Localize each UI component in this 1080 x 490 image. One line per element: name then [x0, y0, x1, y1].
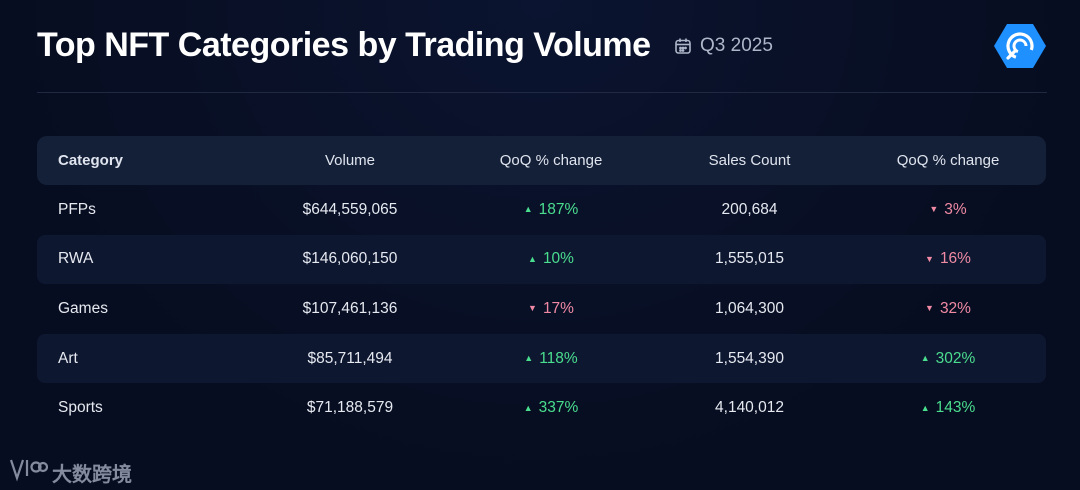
change-value: 337% [538, 399, 579, 417]
category-cell: Art [58, 349, 78, 367]
sales-qoq-cell: ▲ 302% [850, 350, 1046, 368]
page-title: Top NFT Categories by Trading Volume [37, 26, 651, 64]
table-header: Category Volume QoQ % change Sales Count… [37, 136, 1046, 185]
period-text: Q3 2025 [700, 35, 773, 56]
sales-qoq-cell: ▼ 16% [850, 250, 1046, 268]
sales-qoq-cell: ▼ 3% [850, 201, 1046, 219]
change-value: 3% [944, 200, 967, 218]
volume-cell: $644,559,065 [302, 200, 398, 218]
category-cell: PFPs [58, 200, 96, 218]
volume-qoq-cell: ▼ 17% [453, 300, 649, 318]
change-value: 17% [542, 299, 574, 317]
volume-cell: $85,711,494 [307, 349, 393, 367]
change-value: 16% [939, 250, 971, 268]
change-value: 302% [935, 349, 976, 367]
arrow-up-icon: ▲ [523, 402, 533, 413]
table-body: PFPs $644,559,065 ▲ 187% 200,684 ▼ 3% RWA $146,0… [37, 185, 1046, 433]
change-value: 32% [939, 299, 971, 317]
category-cell: RWA [58, 250, 94, 268]
volume-qoq-cell: ▲ 337% [453, 399, 649, 417]
arrow-down-icon: ▼ [528, 303, 537, 314]
sales-count-cell: 1,555,015 [715, 250, 784, 268]
nft-categories-table: Category Volume QoQ % change Sales Count… [37, 136, 1046, 433]
watermark-text: 大数跨境 [52, 463, 132, 486]
col-header-volume: Volume [324, 152, 376, 169]
watermark: 大数跨境 [8, 456, 132, 488]
table-row: Art $85,711,494 ▲ 118% 1,554,390 ▲ 302% [37, 333, 1046, 384]
col-header-sales-count: Sales Count [708, 152, 791, 169]
category-cell: Games [58, 299, 108, 317]
arrow-up-icon: ▲ [528, 253, 537, 264]
period-label: Q3 2025 [674, 35, 773, 57]
volume-qoq-cell: ▲ 10% [453, 250, 649, 268]
arrow-up-icon: ▲ [920, 353, 930, 364]
arrow-up-icon: ▲ [523, 204, 533, 215]
arrow-down-icon: ▼ [925, 303, 934, 314]
col-header-volume-qoq: QoQ % change [499, 152, 603, 169]
volume-qoq-cell: ▲ 118% [453, 350, 649, 368]
table-row: Games $107,461,136 ▼ 17% 1,064,300 ▼ 32% [37, 284, 1046, 334]
sales-qoq-cell: ▲ 143% [850, 399, 1046, 417]
sales-count-cell: 1,554,390 [715, 349, 784, 367]
col-header-category: Category [58, 152, 124, 169]
table-row: Sports $71,188,579 ▲ 337% 4,140,012 ▲ 143% [37, 383, 1046, 433]
volume-cell: $71,188,579 [306, 399, 394, 417]
category-cell: Sports [58, 399, 103, 417]
sales-count-cell: 200,684 [721, 200, 778, 218]
sales-qoq-cell: ▼ 32% [850, 300, 1046, 318]
change-value: 10% [542, 250, 574, 268]
volume-cell: $107,461,136 [302, 299, 398, 317]
header-divider [37, 92, 1047, 93]
table-row: RWA $146,060,150 ▲ 10% 1,555,015 ▼ 16% [37, 234, 1046, 285]
watermark-logo-icon [8, 456, 49, 488]
sales-count-cell: 1,064,300 [715, 299, 784, 317]
arrow-up-icon: ▲ [524, 353, 534, 364]
arrow-down-icon: ▼ [925, 253, 934, 264]
brand-logo-icon [994, 23, 1046, 69]
volume-cell: $146,060,150 [302, 250, 398, 268]
change-value: 143% [935, 399, 976, 417]
arrow-up-icon: ▲ [920, 402, 930, 413]
calendar-icon [674, 37, 692, 55]
change-value: 187% [538, 200, 579, 218]
arrow-down-icon: ▼ [929, 204, 939, 215]
sales-count-cell: 4,140,012 [715, 399, 784, 417]
table-row: PFPs $644,559,065 ▲ 187% 200,684 ▼ 3% [37, 185, 1046, 235]
change-value: 118% [539, 349, 578, 367]
volume-qoq-cell: ▲ 187% [453, 201, 649, 219]
col-header-sales-qoq: QoQ % change [896, 152, 1000, 169]
